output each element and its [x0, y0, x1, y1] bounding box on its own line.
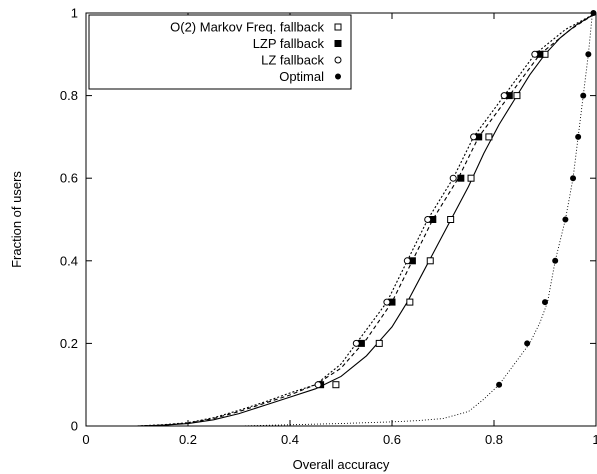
data-point [383, 298, 391, 306]
data-point [542, 299, 549, 306]
data-point [585, 51, 592, 58]
data-point [314, 381, 322, 389]
data-point [403, 257, 411, 265]
x-tick-label: 0.2 [179, 432, 197, 447]
axis-layer: 0 0.2 0.4 0.6 0.8 1 0 0.2 0.4 0.6 0.8 1 [60, 6, 597, 448]
legend-label: LZ fallback [261, 53, 324, 68]
x-axis-title: Overall accuracy [293, 457, 390, 472]
x-tick-label: 0.6 [383, 432, 401, 447]
x-tick-label: 0.4 [281, 432, 299, 447]
data-point [562, 216, 569, 223]
y-tick-label: 0.2 [60, 336, 78, 351]
data-point [424, 216, 432, 223]
legend-entry: LZP fallback [253, 36, 342, 51]
data-point [524, 340, 531, 347]
series-3 [238, 9, 597, 427]
legend-label: Optimal [279, 69, 324, 84]
data-point [332, 381, 340, 389]
data-point [496, 381, 503, 388]
legend-entry: Optimal [279, 69, 341, 84]
plot-frame-layer [85, 12, 597, 427]
data-point [426, 257, 434, 265]
y-tick-label: 0.6 [60, 171, 78, 186]
series-layer [136, 9, 597, 427]
legend-marker [334, 40, 342, 47]
y-tick-label: 0 [71, 419, 78, 434]
data-point [447, 216, 455, 223]
plot-frame [85, 12, 597, 427]
data-point [580, 92, 587, 99]
series-0 [136, 12, 597, 427]
y-axis-title: Fraction of users [9, 171, 24, 268]
legend-entry: O(2) Markov Freq. fallback [170, 20, 342, 35]
data-point [570, 175, 577, 182]
legend-entry: LZ fallback [261, 53, 342, 68]
series-line [136, 12, 597, 427]
series-line [136, 12, 597, 427]
legend-marker [334, 73, 341, 80]
series-2 [136, 12, 597, 427]
data-point [375, 339, 383, 347]
data-point [513, 92, 521, 100]
data-point [449, 174, 457, 182]
data-point [470, 133, 478, 141]
x-tick-label: 1 [592, 432, 597, 447]
legend-label: O(2) Markov Freq. fallback [170, 20, 324, 35]
data-point [531, 50, 539, 58]
data-point [500, 92, 508, 100]
legend-marker [334, 23, 342, 31]
x-tick-label: 0 [82, 432, 89, 447]
y-tick-label: 0.4 [60, 253, 78, 268]
legend-marker [334, 56, 342, 64]
x-tick-label: 0.8 [485, 432, 503, 447]
data-point [552, 257, 559, 264]
series-line [238, 12, 593, 427]
data-point [575, 133, 582, 140]
y-tick-label: 0.8 [60, 88, 78, 103]
legend-box [88, 14, 352, 90]
legend-label: LZP fallback [253, 36, 325, 51]
data-point [352, 339, 360, 347]
data-point [467, 174, 475, 182]
data-point [406, 298, 414, 306]
series-1 [136, 12, 597, 427]
data-point [457, 174, 465, 182]
y-tick-label: 1 [71, 6, 78, 21]
data-point [485, 133, 493, 141]
